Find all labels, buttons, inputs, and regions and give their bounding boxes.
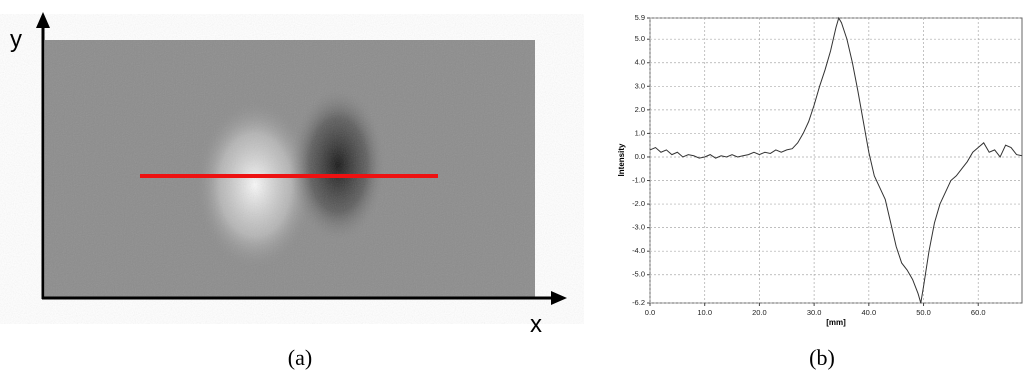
y-tick-label: -5.0 [632,270,645,279]
panel-b: (b) Intensity [mm] 5.9 5.0 4.0 3.0 2.0 1.0 0.0… [617,13,1022,370]
y-tick-label: 3.0 [635,81,645,90]
plot-area [650,18,1022,303]
x-axis-title: [mm] [826,318,846,327]
y-tick-label: 5.0 [635,34,645,43]
panel-a: y x (a) [10,12,567,370]
y-tick-label: 2.0 [635,105,645,114]
y-arrow [36,12,50,28]
x-tick-label: 30.0 [807,308,822,317]
x-arrow [551,291,567,305]
y-tick-label: 5.9 [635,13,645,22]
y-tick-label: -1.0 [632,176,645,185]
caption: (b) [809,345,835,370]
y-tick-label: 0.0 [635,152,645,161]
y-tick-label: 1.0 [635,128,645,137]
x-tick-label: 60.0 [971,308,986,317]
x-tick-label: 50.0 [916,308,931,317]
x-tick-label: 0.0 [645,308,655,317]
image-noise [45,40,535,298]
x-tick-label: 40.0 [862,308,877,317]
x-tick-label: 20.0 [752,308,767,317]
y-tick-label: -2.0 [632,199,645,208]
y-tick-label: -6.2 [632,298,645,307]
y-tick-label: -4.0 [632,246,645,255]
y-tick-label: 4.0 [635,58,645,67]
y-label: y [10,26,22,53]
x-label: x [530,311,542,338]
caption: (a) [288,345,312,370]
y-axis-title: Intensity [617,143,626,176]
figure: y x (a) (b) Intensity [mm] 5.9 5.0 4.0 3.0 2… [0,0,1023,377]
x-tick-label: 10.0 [697,308,712,317]
y-tick-label: -3.0 [632,223,645,232]
